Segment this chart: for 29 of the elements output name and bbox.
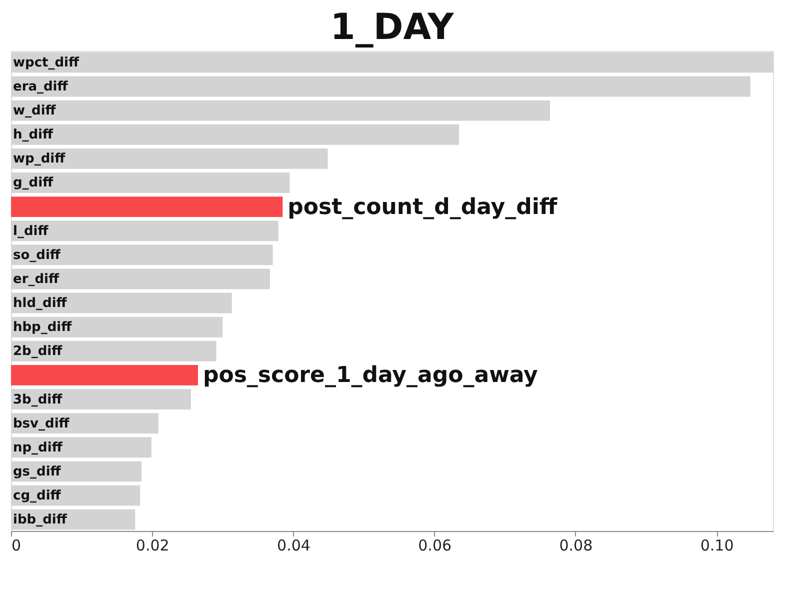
y-tick-label: post_count_d_day_diff — [288, 194, 558, 220]
y-tick-label: g_diff — [13, 176, 54, 191]
y-tick-label: bsv_diff — [13, 416, 70, 432]
y-tick-label: np_diff — [13, 440, 63, 456]
y-tick-label: era_diff — [13, 79, 68, 94]
y-tick-label: er_diff — [13, 272, 60, 287]
x-tick-label: 0.02 — [136, 536, 170, 554]
chart-title: 1_DAY — [330, 7, 455, 48]
y-tick-label: wpct_diff — [13, 55, 80, 70]
y-tick-label: cg_diff — [13, 488, 62, 504]
bar — [11, 364, 198, 386]
y-tick-label: pos_score_1_day_ago_away — [202, 363, 538, 388]
x-tick-label: 0 — [12, 536, 22, 554]
bar — [11, 196, 283, 218]
y-tick-label: gs_diff — [13, 464, 62, 480]
x-tick-label: 0.04 — [277, 536, 310, 554]
x-tick-label: 0.08 — [559, 536, 593, 554]
y-tick-label: wp_diff — [13, 152, 66, 167]
y-tick-label: h_diff — [13, 128, 54, 143]
x-tick-label: 0.06 — [418, 536, 452, 554]
y-tick-label: l_diff — [13, 224, 49, 239]
y-tick-label: 2b_diff — [13, 344, 63, 360]
y-tick-label: hbp_diff — [13, 320, 72, 336]
y-tick-label: so_diff — [13, 248, 61, 263]
y-tick-label: 3b_diff — [13, 392, 63, 408]
y-tick-label: ibb_diff — [13, 512, 68, 528]
x-tick-label: 0.10 — [700, 536, 734, 554]
y-tick-label: w_diff — [13, 104, 56, 119]
y-tick-label: hld_diff — [13, 296, 68, 312]
